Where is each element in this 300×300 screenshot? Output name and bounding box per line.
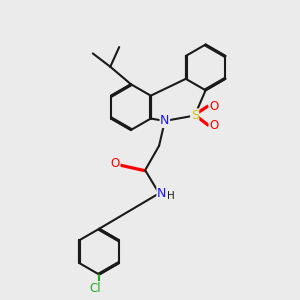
Text: S: S [191, 109, 199, 122]
Text: H: H [167, 191, 175, 201]
Text: O: O [209, 100, 218, 113]
Text: N: N [157, 187, 166, 200]
Text: N: N [160, 114, 170, 128]
Text: O: O [111, 157, 120, 170]
Text: Cl: Cl [89, 282, 101, 295]
Text: O: O [209, 119, 218, 132]
